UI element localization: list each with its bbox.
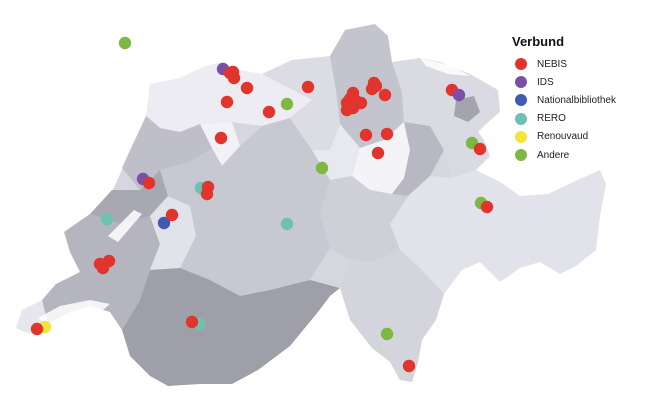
marker-nebis <box>371 146 385 160</box>
legend-swatch-nebis <box>515 58 527 71</box>
marker-nebis <box>200 187 214 201</box>
marker-nationalbibliothek <box>157 216 171 230</box>
legend-label-ids: IDS <box>537 76 554 88</box>
legend-label-nebis: NEBIS <box>537 58 568 70</box>
legend-swatch-renouvaud <box>515 130 527 143</box>
marker-nebis <box>301 80 315 94</box>
region-ticino <box>340 250 444 382</box>
marker-nebis <box>343 92 357 106</box>
marker-nebis <box>142 176 156 190</box>
marker-nebis <box>359 128 373 142</box>
lake-neuchatel <box>108 210 142 242</box>
legend-swatch-andere <box>515 149 527 162</box>
marker-andere <box>280 97 294 111</box>
lake-geneva <box>38 300 110 326</box>
legend-swatch-rero <box>515 112 527 125</box>
region-jura <box>122 116 212 190</box>
marker-nebis <box>369 79 383 93</box>
legend-item-andere: Andere <box>512 146 662 164</box>
marker-rero <box>100 212 114 226</box>
legend-label-renouvaud: Renouvaud <box>537 131 589 143</box>
marker-ids <box>452 88 466 102</box>
legend-label-nationalbibliothek: Nationalbibliothek <box>537 94 616 106</box>
region-lucerne <box>312 124 360 190</box>
legend-swatch-ids <box>515 76 527 89</box>
marker-nebis <box>378 88 392 102</box>
legend-item-rero: RERO <box>512 110 662 128</box>
marker-nebis <box>240 81 254 95</box>
marker-nebis <box>380 127 394 141</box>
marker-nebis <box>220 95 234 109</box>
legend-item-ids: IDS <box>512 73 662 91</box>
region-appenzell <box>454 96 480 122</box>
legend-item-nationalbibliothek: Nationalbibliothek <box>512 91 662 109</box>
region-fribourg <box>150 196 196 270</box>
marker-nebis <box>402 359 416 373</box>
marker-andere <box>380 327 394 341</box>
legend-item-renouvaud: Renouvaud <box>512 128 662 146</box>
legend-item-nebis: NEBIS <box>512 55 662 73</box>
region-aargau <box>262 56 340 150</box>
legend-swatch-nationalbibliothek <box>515 94 527 107</box>
region-valais <box>122 268 340 386</box>
legend-items: NEBIS IDS Nationalbibliothek RERO Renouv… <box>512 55 662 164</box>
lake-constance <box>420 58 470 76</box>
marker-nebis <box>473 142 487 156</box>
marker-nebis <box>214 131 228 145</box>
marker-nebis <box>262 105 276 119</box>
marker-nebis <box>30 322 44 336</box>
legend: Verbund NEBIS IDS Nationalbibliothek RER… <box>512 34 662 164</box>
legend-title: Verbund <box>512 34 565 49</box>
region-graubuenden <box>390 170 606 294</box>
marker-nebis <box>93 257 107 271</box>
marker-andere <box>315 161 329 175</box>
marker-nebis <box>165 208 179 222</box>
markers-layer <box>30 36 494 373</box>
legend-label-andere: Andere <box>537 149 570 161</box>
region-schwyz <box>392 122 444 196</box>
marker-nebis <box>185 315 199 329</box>
marker-nebis <box>354 96 368 110</box>
marker-nebis <box>480 200 494 214</box>
region-bern <box>160 118 330 296</box>
marker-andere <box>118 36 132 50</box>
marker-nebis <box>226 65 240 79</box>
marker-rero <box>280 217 294 231</box>
region-uri <box>320 176 408 262</box>
legend-label-rero: RERO <box>537 113 566 125</box>
